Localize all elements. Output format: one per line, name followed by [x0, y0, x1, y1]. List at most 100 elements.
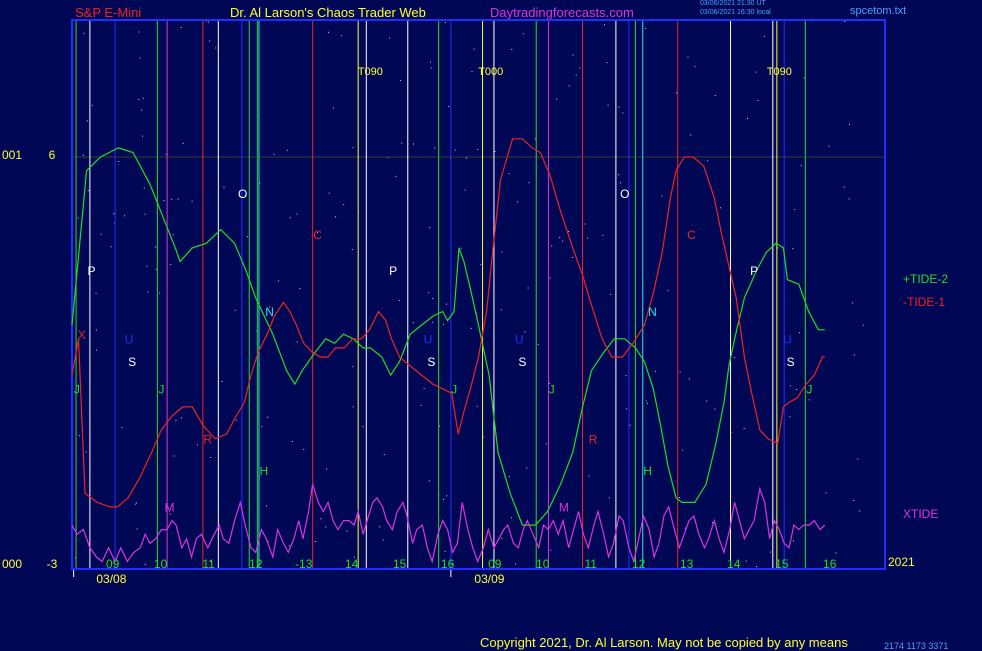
star-dot [400, 79, 401, 81]
star-dot [825, 492, 827, 494]
legend-label-1: +TIDE-2 [903, 272, 948, 286]
star-dot [171, 198, 173, 200]
star-dot [477, 149, 479, 151]
star-dot [273, 153, 275, 155]
star-dot [124, 215, 126, 217]
plot-frame [71, 19, 886, 570]
star-dot [454, 149, 456, 151]
star-dot [278, 280, 280, 282]
star-dot [430, 67, 432, 69]
star-dot [537, 344, 539, 346]
star-dot [444, 550, 446, 552]
star-dot [352, 147, 354, 149]
star-dot [210, 457, 212, 458]
star-dot [508, 476, 510, 478]
star-dot [848, 198, 850, 200]
star-dot [86, 120, 88, 122]
star-dot [352, 406, 354, 408]
star-dot [209, 40, 211, 42]
star-dot [584, 223, 586, 225]
star-dot [434, 147, 436, 149]
star-dot [480, 263, 482, 265]
star-dot [602, 234, 604, 236]
star-dot [714, 408, 716, 410]
star-dot [351, 249, 353, 250]
star-dot [687, 56, 689, 58]
star-dot [87, 190, 89, 192]
header-stamp-local: 03/06/2021 16:30 local [700, 9, 771, 16]
star-dot [139, 57, 141, 59]
star-dot [266, 505, 267, 507]
star-dot [646, 403, 648, 404]
star-dot [163, 200, 165, 202]
star-dot [755, 71, 757, 73]
star-dot [769, 551, 771, 553]
star-dot [389, 37, 391, 39]
planet-marker: S [427, 355, 435, 369]
star-dot [610, 293, 612, 295]
star-dot [608, 497, 610, 499]
star-dot [690, 134, 692, 136]
star-dot [267, 416, 269, 418]
star-dot [172, 234, 174, 236]
star-dot [182, 142, 184, 144]
hour-tick-label: 09 [106, 557, 120, 571]
date-label: 03/09 [474, 572, 504, 586]
left-label: 001 [2, 148, 22, 162]
star-dot [789, 416, 791, 418]
star-dot [678, 497, 680, 498]
star-dot [423, 388, 425, 390]
star-dot [95, 292, 97, 294]
hour-tick-label: 15 [393, 557, 407, 571]
year-label: 2021 [888, 555, 915, 569]
planet-marker: S [787, 355, 795, 369]
star-dot [387, 157, 389, 159]
legend-label-3: XTIDE [903, 507, 938, 521]
star-dot [568, 231, 570, 232]
hour-tick-label: 12 [632, 557, 646, 571]
star-dot [789, 385, 791, 387]
star-dot [144, 563, 146, 565]
star-dot [835, 552, 837, 554]
star-dot [75, 557, 76, 559]
star-dot [707, 160, 709, 162]
hour-tick-label: 11 [202, 557, 215, 571]
star-dot [604, 24, 605, 26]
star-dot [146, 265, 148, 267]
star-dot [734, 357, 736, 359]
star-dot [210, 561, 212, 563]
planet-marker: C [687, 228, 696, 242]
star-dot [141, 109, 143, 111]
header-file: spcetom.txt [850, 5, 907, 17]
series-line-1 [71, 147, 825, 526]
star-dot [379, 526, 381, 528]
star-dot [448, 106, 450, 107]
star-dot [113, 213, 115, 215]
star-dot [629, 424, 631, 426]
star-dot [618, 174, 620, 176]
star-dot [763, 35, 765, 37]
star-dot [501, 251, 503, 253]
header-site: Daytradingforecasts.com [490, 5, 634, 20]
planet-marker: S [518, 355, 526, 369]
star-dot [757, 99, 759, 101]
star-dot [460, 247, 462, 249]
star-dot [470, 327, 472, 329]
star-dot [95, 329, 97, 331]
star-dot [96, 349, 97, 351]
star-dot [143, 187, 145, 189]
star-dot [442, 323, 444, 325]
hour-tick-label: 16 [441, 557, 455, 571]
star-dot [383, 454, 385, 456]
top-label: T090 [358, 66, 383, 78]
star-dot [303, 448, 305, 450]
star-dot [138, 31, 140, 33]
star-dot [196, 444, 198, 446]
star-dot [207, 21, 209, 23]
hour-tick-label: 16 [823, 557, 837, 571]
planet-marker: O [620, 187, 629, 201]
star-dot [352, 366, 354, 368]
star-dot [289, 217, 291, 219]
star-dot [857, 458, 859, 460]
star-dot [796, 388, 798, 390]
